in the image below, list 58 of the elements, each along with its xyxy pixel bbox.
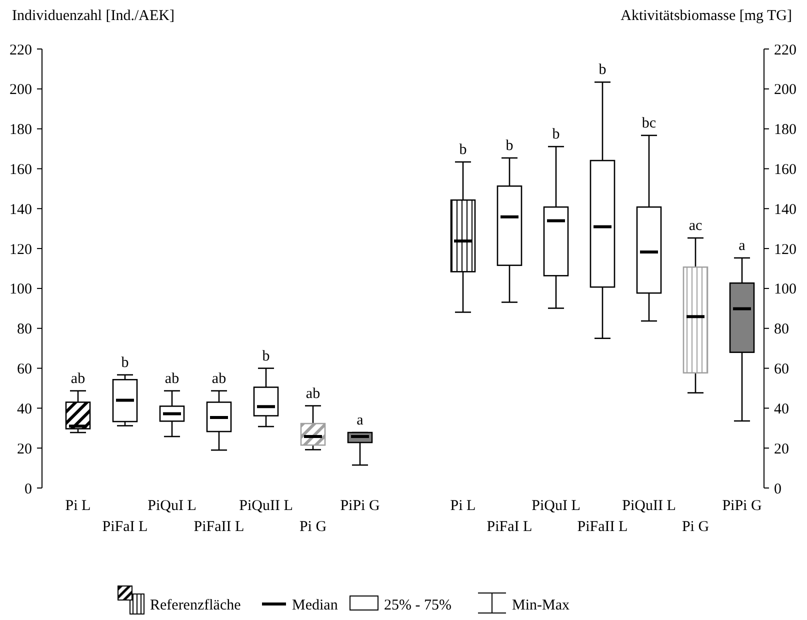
annotation: ab <box>70 370 86 387</box>
y2-tick-label: 40 <box>774 401 789 418</box>
y-tick-label: 60 <box>17 362 32 378</box>
y-tick-label: 0 <box>24 481 32 498</box>
x-tick-label: PiFaI L <box>486 519 532 535</box>
x-tick-label: PiFaI L <box>102 519 148 535</box>
y2-axis-title: Aktivitätsbiomasse [mg TG] <box>620 8 792 24</box>
annotation: ac <box>688 218 702 234</box>
y2-tick-label: 100 <box>774 282 796 298</box>
y2-tick-label: 180 <box>774 122 796 138</box>
y2-tick-label: 0 <box>774 481 782 498</box>
x-tick-label: Pi G <box>682 519 710 535</box>
y2-tick-label: 80 <box>774 322 789 338</box>
y-tick-label: 80 <box>17 322 32 338</box>
annotation: b <box>262 348 270 364</box>
annotation: ab <box>306 386 320 402</box>
y-tick-label: 200 <box>10 82 32 98</box>
text: 25% - 75% <box>384 597 452 614</box>
y-tick-label: 180 <box>10 122 32 138</box>
x-tick-label: Pi L <box>65 498 91 514</box>
text: Min-Max <box>512 597 570 614</box>
annotation: ab <box>164 370 180 387</box>
x-tick-label: Pi L <box>450 498 476 514</box>
x-tick-label: Pi G <box>299 519 327 535</box>
y2-tick-label: 140 <box>774 202 796 218</box>
annotation: a <box>356 412 364 429</box>
text: Median <box>292 597 338 614</box>
y-tick-label: 100 <box>10 282 32 298</box>
y-tick-label: 120 <box>10 242 32 258</box>
y-tick-label: 40 <box>17 401 32 418</box>
x-tick-label: PiPi G <box>340 498 380 514</box>
y-axis-title: Individuenzahl [Ind./AEK] <box>12 8 174 24</box>
y2-tick-label: 120 <box>774 242 796 258</box>
annotation: ab <box>212 370 226 387</box>
x-tick-label: PiQuII L <box>239 498 293 514</box>
text: Referenzfläche <box>150 597 242 614</box>
y-tick-label: 20 <box>17 441 32 458</box>
x-tick-label: PiFaII L <box>194 519 244 535</box>
x-tick-label: PiQuI L <box>532 498 580 514</box>
y2-tick-label: 20 <box>774 441 789 458</box>
annotation: b <box>552 126 560 143</box>
annotation: a <box>738 238 746 254</box>
annotation: b <box>598 62 606 78</box>
x-tick-label: PiQuI L <box>148 498 196 514</box>
y-tick-label: 220 <box>10 42 32 58</box>
y2-tick-label: 220 <box>774 42 796 58</box>
annotation: bc <box>642 115 656 132</box>
x-tick-label: PiPi G <box>722 498 762 514</box>
x-tick-label: PiFaII L <box>577 519 628 535</box>
y-tick-label: 160 <box>10 162 32 178</box>
annotation: b <box>506 138 514 154</box>
annotation: b <box>121 354 129 371</box>
y2-tick-label: 160 <box>774 162 796 178</box>
y2-tick-label: 200 <box>774 82 796 98</box>
x-tick-label: PiQuII L <box>622 498 676 514</box>
y2-tick-label: 60 <box>774 362 789 378</box>
y-tick-label: 140 <box>10 202 32 218</box>
annotation: b <box>459 142 467 158</box>
